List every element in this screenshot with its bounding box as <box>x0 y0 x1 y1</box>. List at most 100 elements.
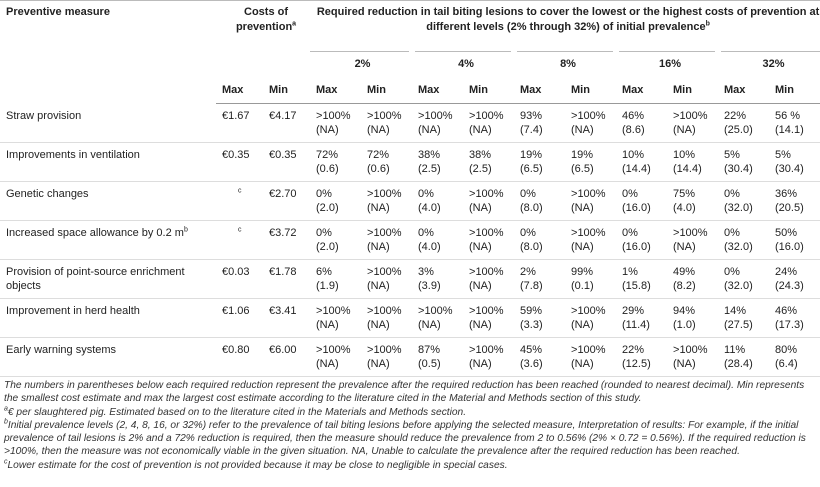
prevalence-value: (0.1) <box>571 280 594 292</box>
table-header: Preventive measure Costs of preventiona … <box>0 0 820 104</box>
reduction-cell: 38% (2.5) <box>463 142 515 182</box>
reduction-value: >100% <box>469 188 504 200</box>
level-text: 4% <box>458 58 474 70</box>
cost-text: €6.00 <box>269 344 297 356</box>
min-header: Min <box>361 76 413 104</box>
reduction-value: 94% <box>673 305 696 317</box>
level-text: 32% <box>762 58 785 70</box>
reduction-cell: 0% (32.0) <box>718 220 770 260</box>
reduction-cell: 59% (3.3) <box>514 298 566 338</box>
reduction-value: >100% <box>316 305 351 317</box>
cost-text: €4.17 <box>269 110 297 122</box>
reduction-cell: 46% (17.3) <box>769 298 820 338</box>
cost-text: €2.70 <box>269 188 297 200</box>
level-header: 8% <box>511 51 617 76</box>
reduction-cell: >100% (NA) <box>361 103 413 143</box>
header-row: Preventive measure Costs of preventiona … <box>0 0 820 104</box>
prevalence-value: (NA) <box>469 319 492 331</box>
header-text: Preventive measure <box>6 6 110 18</box>
footnote-text: Initial prevalence levels (2, 4, 8, 16, … <box>4 419 806 458</box>
prevalence-value: (8.0) <box>520 202 543 214</box>
reduction-cell: >100% (NA) <box>361 259 413 299</box>
level-text: 16% <box>659 58 682 70</box>
cost-cell: c <box>216 220 263 260</box>
reduction-cell: 99% (0.1) <box>565 259 617 299</box>
table-row: Genetic changes c €2.70 0% (2.0) >100% (NA) 0% (… <box>0 181 820 221</box>
footnote-text: € per slaughtered pig. Estimated based o… <box>7 406 467 418</box>
reduction-cell: 0% (16.0) <box>616 181 668 221</box>
levels-row: 2% 4% 8% 16% 32% <box>0 51 820 76</box>
reduction-value: 36% <box>775 188 798 200</box>
reduction-value: 5% <box>775 149 791 161</box>
reduction-cell: 10% (14.4) <box>616 142 668 182</box>
reduction-value: 0% <box>418 188 434 200</box>
min-header: Min <box>263 76 311 104</box>
reduction-value: >100% <box>673 344 708 356</box>
reduction-cell: >100% (NA) <box>412 103 464 143</box>
reduction-value: 93% <box>520 110 543 122</box>
cost-cell: €6.00 <box>263 337 311 377</box>
prevalence-value: (NA) <box>469 241 492 253</box>
reduction-value: >100% <box>571 188 606 200</box>
reduction-value: 14% <box>724 305 747 317</box>
prevalence-value: (NA) <box>367 280 390 292</box>
measure-cell: Genetic changes <box>0 181 216 221</box>
max-header: Max <box>718 76 770 104</box>
min-header: Min <box>769 76 820 104</box>
reduction-cell: 0% (8.0) <box>514 220 566 260</box>
reduction-value: >100% <box>418 305 453 317</box>
prevalence-value: (1.9) <box>316 280 339 292</box>
cost-text: €1.78 <box>269 266 297 278</box>
reduction-cell: 50% (16.0) <box>769 220 820 260</box>
reduction-value: 80% <box>775 344 798 356</box>
prevalence-value: (12.5) <box>622 358 651 370</box>
reduction-value: 0% <box>520 188 536 200</box>
reduction-value: >100% <box>367 110 402 122</box>
superscript: c <box>238 226 242 234</box>
reduction-cell: >100% (NA) <box>667 337 719 377</box>
prevalence-value: (NA) <box>367 124 390 136</box>
prevalence-value: (28.4) <box>724 358 753 370</box>
table-row: Straw provision €1.67 €4.17 >100% (NA) >100% (… <box>0 103 820 143</box>
superscript: c <box>238 187 242 195</box>
reduction-cell: 36% (20.5) <box>769 181 820 221</box>
reduction-value: >100% <box>367 305 402 317</box>
measure-cell: Early warning systems <box>0 337 216 377</box>
measure-text: Improvement in herd health <box>6 305 140 317</box>
reduction-cell: 0% (8.0) <box>514 181 566 221</box>
measure-text: Early warning systems <box>6 344 117 356</box>
reduction-cell: >100% (NA) <box>361 220 413 260</box>
prevalence-value: (14.4) <box>622 163 651 175</box>
cost-cell: €0.80 <box>216 337 263 377</box>
prevalence-value: (2.5) <box>469 163 492 175</box>
reduction-value: 0% <box>622 188 638 200</box>
reduction-value: >100% <box>571 110 606 122</box>
reduction-value: >100% <box>571 344 606 356</box>
reduction-value: 24% <box>775 266 798 278</box>
reduction-value: 19% <box>520 149 543 161</box>
reduction-cell: 10% (14.4) <box>667 142 719 182</box>
reduction-cell: >100% (NA) <box>310 298 362 338</box>
reduction-value: >100% <box>469 227 504 239</box>
prevalence-value: (7.8) <box>520 280 543 292</box>
prevalence-value: (8.2) <box>673 280 696 292</box>
reduction-cell: 56 % (14.1) <box>769 103 820 143</box>
reduction-value: 10% <box>673 149 696 161</box>
prevalence-value: (NA) <box>673 241 696 253</box>
reduction-cell: 6% (1.9) <box>310 259 362 299</box>
prevalence-value: (NA) <box>673 358 696 370</box>
reduction-cell: >100% (NA) <box>463 181 515 221</box>
reduction-cell: 0% (16.0) <box>616 220 668 260</box>
reduction-value: 5% <box>724 149 740 161</box>
reduction-value: >100% <box>316 110 351 122</box>
prevalence-value: (32.0) <box>724 202 753 214</box>
reduction-cell: >100% (NA) <box>667 103 719 143</box>
reduction-value: 0% <box>520 227 536 239</box>
prevalence-value: (6.4) <box>775 358 798 370</box>
cost-text: €1.06 <box>222 305 250 317</box>
reduction-cell: 0% (4.0) <box>412 181 464 221</box>
reduction-value: 87% <box>418 344 441 356</box>
prevalence-value: (1.0) <box>673 319 696 331</box>
cost-cell: €1.06 <box>216 298 263 338</box>
max-header: Max <box>412 76 464 104</box>
